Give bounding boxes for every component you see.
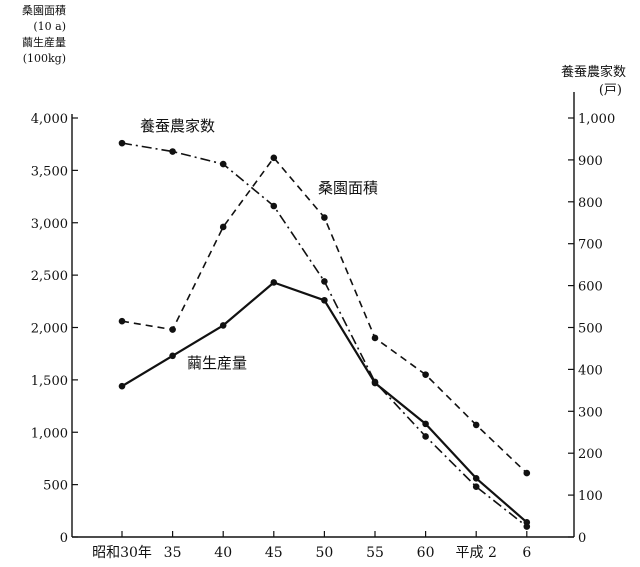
series-1-point <box>118 317 126 325</box>
left-axis-title-line-4: (100kg) <box>23 52 66 65</box>
series-line-1 <box>121 157 528 474</box>
series-1-point <box>169 326 176 333</box>
series-0-point <box>118 382 126 390</box>
right-axis-tick-label: 900 <box>578 154 603 169</box>
series-1-point <box>219 223 227 231</box>
series-2-point <box>422 433 429 440</box>
right-axis-tick-label: 400 <box>578 363 603 378</box>
series-label-silkworm-farms: 養蚕農家数 <box>140 117 215 135</box>
x-axis-tick-label: 35 <box>164 545 182 561</box>
right-axis-tick-label: 100 <box>578 489 603 504</box>
series-line-0 <box>121 281 528 524</box>
right-axis-tick-label: 0 <box>578 531 586 546</box>
series-1-point <box>422 371 429 378</box>
series-1-point <box>321 214 328 221</box>
right-axis-tick-label: 1,000 <box>578 112 615 127</box>
left-axis-title-line-1: 桑園面積 <box>22 3 66 17</box>
series-2-point <box>472 483 480 491</box>
x-axis-tick-label: 45 <box>265 545 283 561</box>
left-axis-tick-label: 2,500 <box>31 269 68 284</box>
left-axis-tick-label: 4,000 <box>31 112 68 127</box>
right-axis-title-line-2: (戸) <box>599 83 622 98</box>
series-2-point <box>270 202 278 210</box>
right-axis-tick-label: 500 <box>578 322 603 337</box>
x-axis-tick-label: 昭和30年 <box>92 545 152 561</box>
series-1-point <box>371 334 379 342</box>
series-2-point <box>321 278 328 285</box>
series-1-point <box>270 154 278 162</box>
left-axis-tick-label: 1,000 <box>31 426 68 441</box>
series-0-point <box>321 296 328 304</box>
series-2-point <box>371 378 379 386</box>
series-0-point <box>219 322 227 329</box>
right-axis-tick-label: 200 <box>578 447 603 462</box>
left-axis-title: 桑園面積 (10 a) 繭生産量 (100kg) <box>22 3 66 65</box>
series-layer <box>118 139 531 530</box>
left-axis: 0 500 1,000 1,500 2,000 2,500 3,000 3,500 4,000 <box>31 112 78 546</box>
x-axis-tick-label: 40 <box>214 545 232 561</box>
series-2-point <box>523 523 531 530</box>
series-0-point <box>472 475 480 482</box>
left-axis-tick-label: 0 <box>60 531 68 546</box>
series-0-point <box>270 279 278 286</box>
x-axis-tick-label: 60 <box>417 545 435 561</box>
x-axis-tick-label: 平成 2 <box>456 545 497 561</box>
left-axis-tick-label: 3,000 <box>31 217 68 232</box>
series-line-2 <box>121 142 528 528</box>
left-axis-tick-label: 1,500 <box>31 374 68 389</box>
left-axis-title-line-2: (10 a) <box>33 20 66 33</box>
series-label-mulberry-area: 桑園面積 <box>318 179 378 197</box>
right-axis-tick-label: 800 <box>578 196 603 211</box>
left-axis-title-line-3: 繭生産量 <box>22 35 66 49</box>
right-axis-tick-label: 300 <box>578 405 603 420</box>
x-axis: 昭和30年 35 40 45 50 55 60 平成 2 6 <box>72 531 574 561</box>
series-label-cocoon-production: 繭生産量 <box>187 354 247 372</box>
series-0-point <box>422 420 429 428</box>
x-axis-tick-label: 50 <box>315 545 333 561</box>
series-0-point <box>169 352 176 360</box>
series-2-point <box>169 148 176 155</box>
right-axis-tick-label: 600 <box>578 280 603 295</box>
left-axis-tick-label: 2,000 <box>31 322 68 337</box>
series-2-point <box>219 160 227 168</box>
series-1-point <box>523 469 531 477</box>
x-axis-tick-label: 6 <box>522 545 531 561</box>
left-axis-tick-label: 500 <box>43 479 68 494</box>
right-axis-tick-label: 700 <box>578 238 603 253</box>
right-axis: 0 100 200 300 400 500 600 700 800 900 1,000 <box>568 92 615 546</box>
series-2-point <box>118 139 126 147</box>
right-axis-title: 養蚕農家数 (戸) <box>561 64 626 98</box>
series-1-point <box>472 421 480 429</box>
right-axis-title-line-1: 養蚕農家数 <box>561 64 626 80</box>
x-axis-tick-label: 55 <box>366 545 384 561</box>
left-axis-tick-label: 3,500 <box>31 164 68 179</box>
